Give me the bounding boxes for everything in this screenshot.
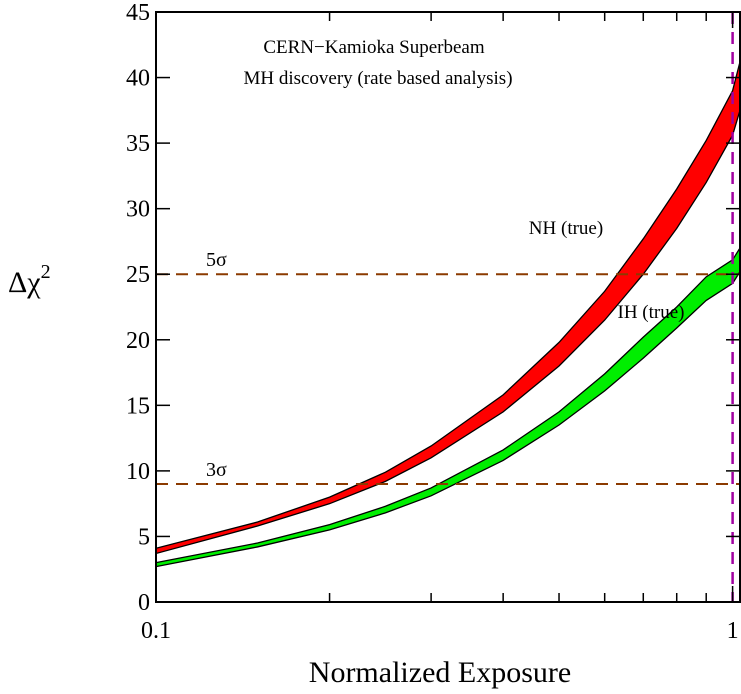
y-tick-label-45: 45 [126, 0, 150, 26]
x-tick-label-0.1: 0.1 [141, 618, 171, 644]
y-axis-label-main: Δχ [8, 266, 41, 299]
y-tick-label-20: 20 [126, 328, 150, 354]
y-axis-label-superscript: 2 [41, 261, 51, 283]
y-tick-label-15: 15 [126, 393, 150, 419]
y-tick-label-35: 35 [126, 131, 150, 157]
series-label-nh-true: NH (true) [529, 218, 603, 239]
series-label-ih-true: IH (true) [618, 302, 685, 323]
y-axis-label: Δχ2 [8, 261, 51, 299]
ticks-layer [155, 11, 740, 603]
chart-title: CERN−Kamioka Superbeam [263, 37, 484, 58]
chart-subtitle: MH discovery (rate based analysis) [243, 68, 512, 89]
y-tick-label-40: 40 [126, 66, 150, 92]
labels-layer: 0 5 10 15 20 25 30 35 40 45 0.1 1 [126, 0, 739, 644]
band-nh-true [156, 61, 740, 555]
bands-layer: NH (true) IH (true) [156, 61, 740, 568]
band-ih-true [156, 246, 740, 568]
hline-label-9: 3σ [206, 459, 227, 481]
hline-label-25: 5σ [206, 249, 227, 271]
y-tick-label-25: 25 [126, 262, 150, 288]
y-tick-label-10: 10 [126, 459, 150, 485]
x-tick-label-1: 1 [727, 618, 739, 644]
y-tick-label-5: 5 [138, 524, 150, 550]
plot-frame [155, 11, 741, 603]
reference-lines-layer: 5σ 3σ [156, 12, 740, 602]
x-axis-label: Normalized Exposure [309, 656, 571, 689]
y-tick-label-0: 0 [138, 590, 150, 616]
y-tick-label-30: 30 [126, 197, 150, 223]
